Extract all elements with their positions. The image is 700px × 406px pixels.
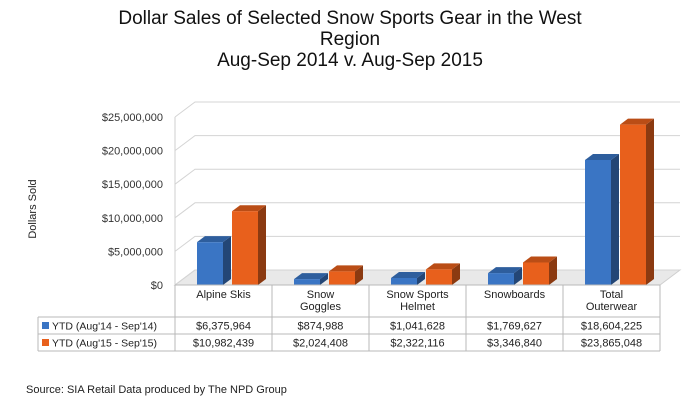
bar-top [488,267,522,274]
bar-side [223,236,231,285]
legend-label: YTD (Aug'15 - Sep'15) [52,338,157,350]
category-label: Outerwear [586,301,638,313]
data-label: $2,024,408 [293,338,348,350]
legend-swatch [42,339,49,346]
data-label: $6,375,964 [196,321,251,333]
y-tick-label: $5,000,000 [108,246,163,258]
data-label: $10,982,439 [193,338,254,350]
bar-top [620,118,654,125]
gridline [174,235,680,252]
bar [488,273,514,285]
bar [329,271,355,285]
gridline [174,202,680,219]
bar [391,278,417,285]
category-label: Goggles [300,301,341,313]
bar [294,279,320,285]
bar-side [514,267,522,285]
bar-side [258,205,266,285]
chart-title-line-2: Region [319,29,381,50]
bar-top [391,272,425,279]
chart-title-line-1: Dollar Sales of Selected Snow Sports Gea… [118,8,582,29]
bar-top [294,273,328,280]
data-label: $3,346,840 [487,338,542,350]
category-label: Total [600,289,623,301]
source-note: Source: SIA Retail Data produced by The … [26,384,287,396]
chart-title: Dollar Sales of Selected Snow Sports Gea… [0,8,700,71]
bar [232,211,258,285]
bar-side [417,272,425,285]
bar-top [426,263,460,270]
bar-top [329,265,363,272]
category-label: Snowboards [484,289,546,301]
bar-side [320,273,328,285]
category-label: Alpine Skis [196,289,251,301]
chart-title-line-3: Aug-Sep 2014 v. Aug-Sep 2015 [217,50,483,71]
bar-top [197,236,231,243]
y-tick-label: $25,000,000 [102,112,163,124]
bar-side [452,263,460,285]
data-label: $1,769,627 [487,321,542,333]
bar-side [549,256,557,285]
category-label: Snow [307,289,335,301]
category-label: Helmet [400,301,435,313]
gridline [174,135,680,152]
bar [585,159,611,285]
legend-swatch [42,322,49,329]
bar [620,124,646,285]
bar [523,262,549,285]
data-label: $2,322,116 [390,338,444,350]
bar-top [523,256,557,263]
y-axis-label: Dollars Sold [27,179,39,238]
bar-side [646,118,654,285]
data-label: $18,604,225 [581,321,642,333]
gridline [174,101,680,118]
bar [426,269,452,285]
data-label: $874,988 [298,321,344,333]
data-label: $23,865,048 [581,338,642,350]
category-label: Snow Sports [386,289,449,301]
bar-top [585,153,619,160]
bar-side [355,265,363,285]
data-label: $1,041,628 [390,321,445,333]
y-tick-label: $0 [151,280,163,292]
y-tick-label: $15,000,000 [102,179,163,191]
bar [197,242,223,285]
y-tick-label: $10,000,000 [102,213,163,225]
gridline [174,168,680,185]
legend-label: YTD (Aug'14 - Sep'14) [52,321,157,333]
bar-top [232,205,266,212]
bar-side [611,153,619,285]
y-tick-label: $20,000,000 [102,146,163,158]
